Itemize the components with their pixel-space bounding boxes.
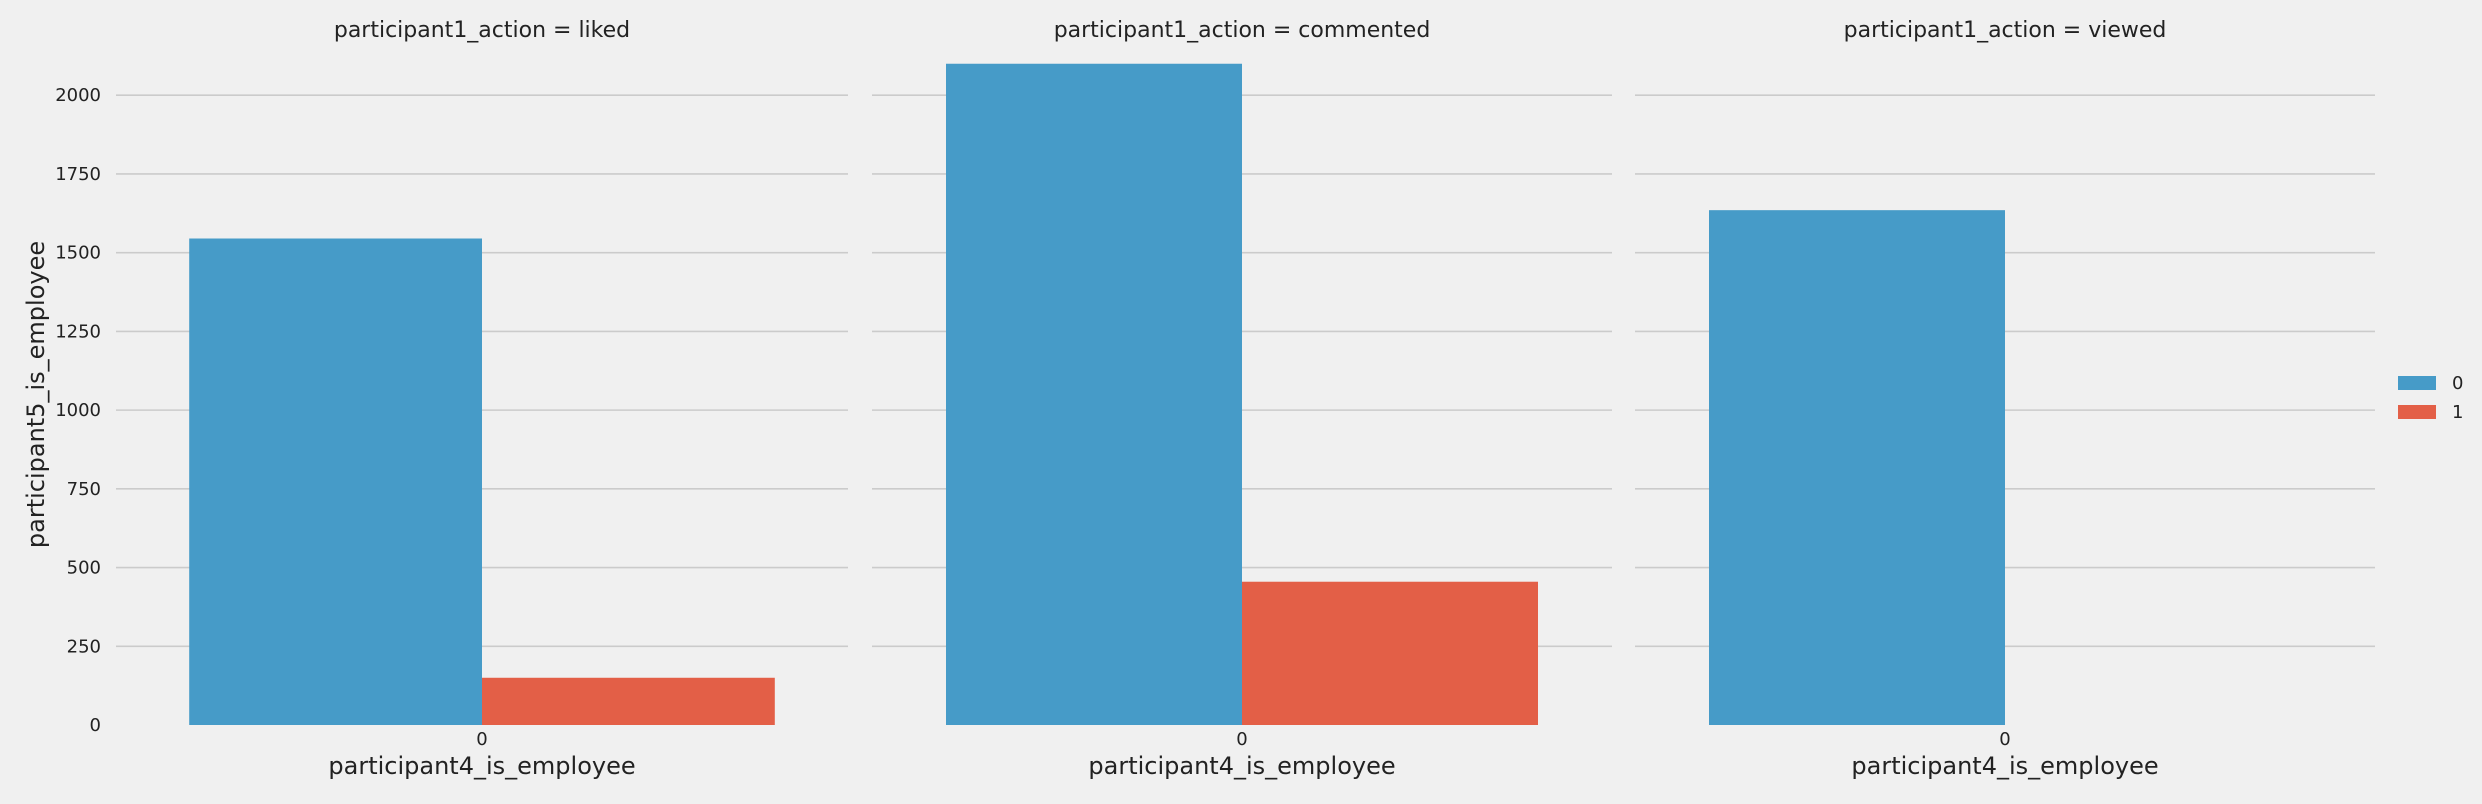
- x-tick-label-0: 0: [476, 729, 487, 750]
- y-tick-label-250: 250: [67, 636, 101, 657]
- bar-0-hue-0: [189, 238, 482, 726]
- bar-1-hue-0: [946, 63, 1242, 725]
- x-axis-label-0: participant4_is_employee: [328, 752, 635, 780]
- y-tick-label-1250: 1250: [55, 321, 101, 342]
- panel-title-2: participant1_action = viewed: [1844, 18, 2167, 43]
- y-tick-label-0: 0: [90, 715, 101, 736]
- y-tick-label-1500: 1500: [55, 243, 101, 264]
- y-tick-label-750: 750: [67, 479, 101, 500]
- y-tick-label-1750: 1750: [55, 164, 101, 185]
- panel-title-0: participant1_action = liked: [334, 18, 630, 43]
- legend-swatch-0: [2398, 376, 2436, 390]
- bar-0-hue-1: [482, 677, 775, 725]
- x-tick-label-1: 0: [1236, 729, 1247, 750]
- y-tick-label-1000: 1000: [55, 400, 101, 421]
- legend-label-0: 0: [2452, 373, 2463, 394]
- panel-title-1: participant1_action = commented: [1054, 18, 1431, 43]
- y-tick-label-2000: 2000: [55, 85, 101, 106]
- bar-1-hue-1: [1242, 581, 1538, 725]
- bar-2-hue-0: [1709, 210, 2005, 726]
- legend-swatch-1: [2398, 405, 2436, 419]
- x-tick-label-2: 0: [1999, 729, 2010, 750]
- y-tick-label-500: 500: [67, 558, 101, 579]
- y-axis-label: participant5_is_employee: [22, 241, 50, 548]
- x-axis-label-1: participant4_is_employee: [1088, 752, 1395, 780]
- legend-label-1: 1: [2452, 402, 2463, 423]
- x-axis-label-2: participant4_is_employee: [1851, 752, 2158, 780]
